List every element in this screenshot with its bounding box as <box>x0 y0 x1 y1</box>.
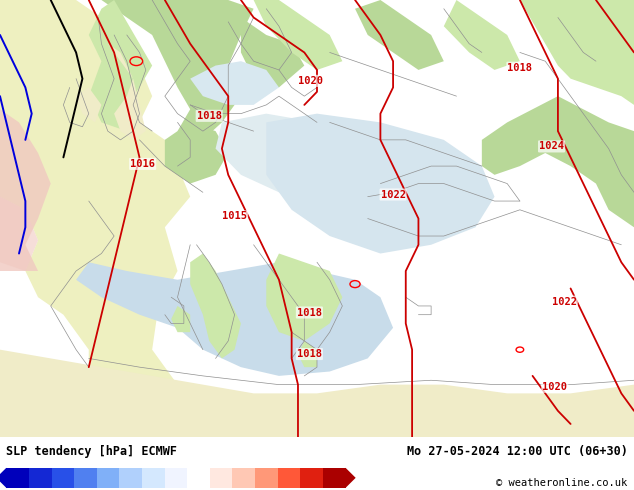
Polygon shape <box>355 0 444 70</box>
Polygon shape <box>298 341 317 367</box>
Polygon shape <box>171 306 190 332</box>
Polygon shape <box>76 87 101 122</box>
Polygon shape <box>266 114 495 253</box>
Polygon shape <box>346 468 356 488</box>
Polygon shape <box>101 0 254 140</box>
Text: SLP tendency [hPa] ECMWF: SLP tendency [hPa] ECMWF <box>6 445 178 458</box>
Bar <box>210 468 233 488</box>
Text: 1020: 1020 <box>298 76 323 86</box>
Polygon shape <box>520 0 634 105</box>
Polygon shape <box>254 0 342 70</box>
Polygon shape <box>190 61 279 105</box>
Polygon shape <box>0 196 38 271</box>
Text: 1015: 1015 <box>222 211 247 221</box>
Bar <box>233 468 255 488</box>
Text: Mo 27-05-2024 12:00 UTC (06+30): Mo 27-05-2024 12:00 UTC (06+30) <box>407 445 628 458</box>
Bar <box>119 468 142 488</box>
Text: 1018: 1018 <box>507 63 533 73</box>
Bar <box>51 468 74 488</box>
Polygon shape <box>0 0 190 437</box>
Polygon shape <box>444 0 520 70</box>
Bar <box>29 468 51 488</box>
Bar <box>142 468 165 488</box>
Polygon shape <box>108 44 146 140</box>
Bar <box>278 468 301 488</box>
Bar <box>74 468 97 488</box>
Polygon shape <box>0 350 634 437</box>
Polygon shape <box>216 114 368 201</box>
Text: 1024: 1024 <box>539 142 564 151</box>
Polygon shape <box>482 96 634 227</box>
Bar <box>97 468 119 488</box>
Polygon shape <box>76 262 393 376</box>
Bar <box>165 468 187 488</box>
Polygon shape <box>241 18 304 87</box>
Text: 1022: 1022 <box>380 190 406 199</box>
Polygon shape <box>0 109 51 271</box>
Text: 1018: 1018 <box>297 308 322 318</box>
Polygon shape <box>266 253 342 341</box>
Polygon shape <box>571 0 634 44</box>
Polygon shape <box>165 122 228 184</box>
Bar <box>187 468 210 488</box>
Bar <box>301 468 323 488</box>
Text: 1018: 1018 <box>297 349 322 359</box>
Polygon shape <box>89 0 152 131</box>
Polygon shape <box>190 253 241 358</box>
Text: 1016: 1016 <box>130 159 155 169</box>
Text: © weatheronline.co.uk: © weatheronline.co.uk <box>496 478 628 489</box>
Bar <box>255 468 278 488</box>
Polygon shape <box>0 468 6 488</box>
Bar <box>6 468 29 488</box>
Text: 1022: 1022 <box>552 296 577 307</box>
Text: 1020: 1020 <box>542 382 567 392</box>
Text: 1018: 1018 <box>197 111 222 121</box>
Bar <box>323 468 346 488</box>
